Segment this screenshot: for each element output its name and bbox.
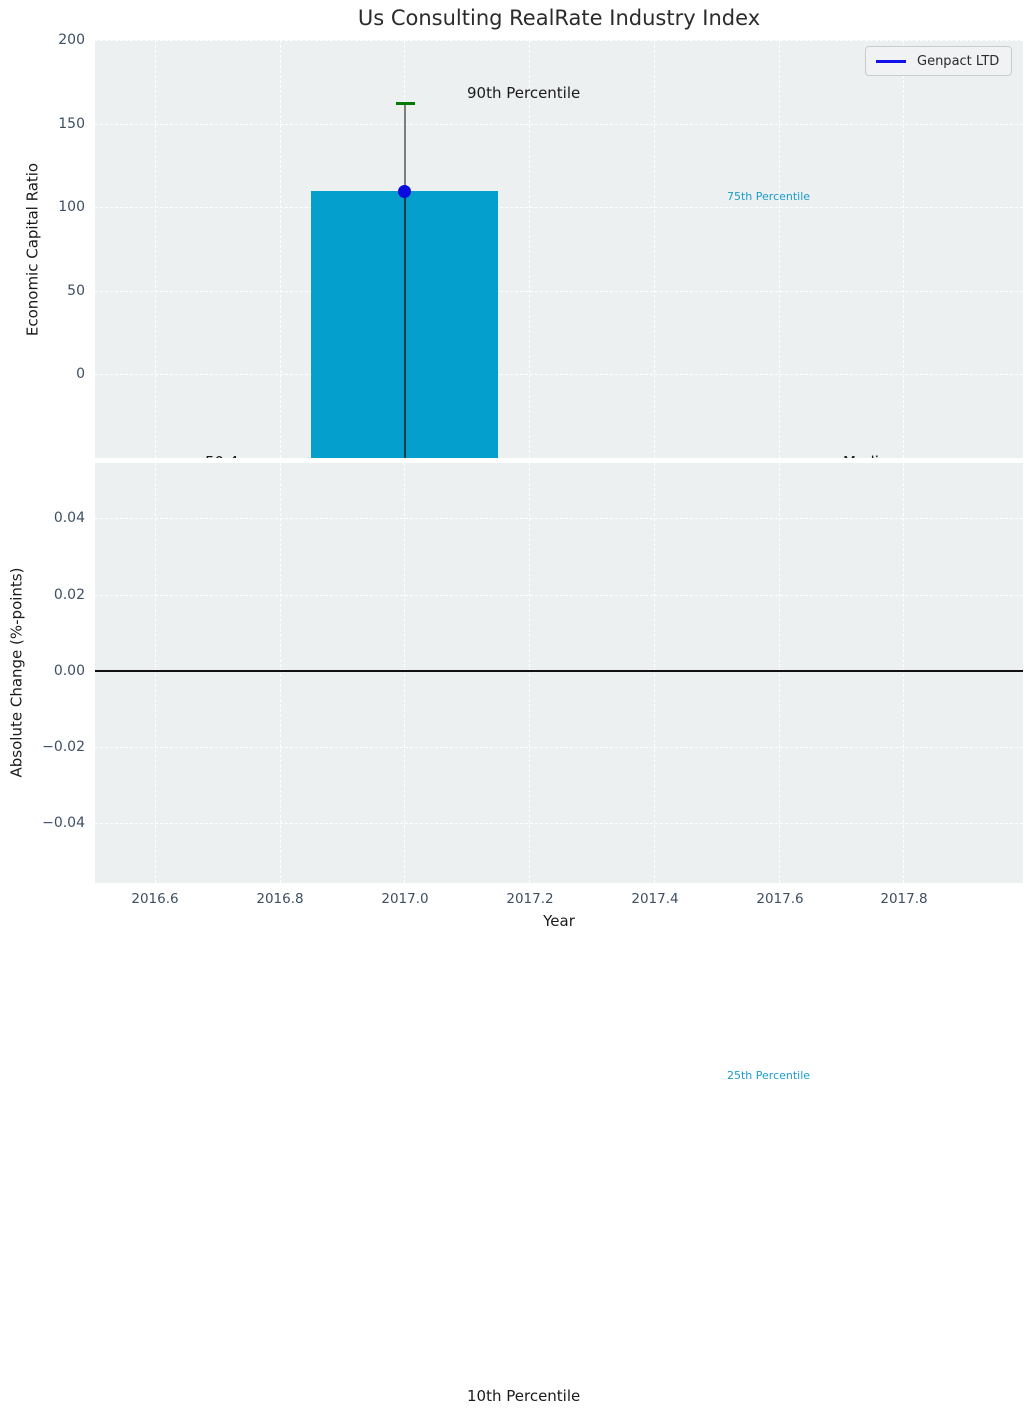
legend-line-icon	[876, 59, 906, 63]
gridline-v	[779, 40, 780, 458]
gridline-h	[95, 747, 1023, 748]
top-axes: 90th Percentile 75th Percentile Median 5…	[95, 40, 1023, 458]
annotation-75th-percentile: 75th Percentile	[727, 190, 811, 203]
y-tick: −0.02	[42, 739, 85, 755]
x-tick: 2016.6	[131, 891, 179, 907]
y-tick: 150	[58, 116, 85, 132]
gridline-v	[529, 40, 530, 458]
x-tick: 2017.8	[880, 891, 928, 907]
x-tick: 2017.2	[506, 891, 554, 907]
90th-percentile-cap	[396, 102, 415, 105]
gridline-v	[529, 463, 530, 883]
percentile-whisker-line-over-bar	[404, 191, 406, 458]
genpact-marker-icon	[398, 185, 411, 198]
y-axis-label-top: Economic Capital Ratio	[23, 162, 42, 337]
gridline-v	[654, 40, 655, 458]
gridline-v	[779, 463, 780, 883]
chart-title: Us Consulting RealRate Industry Index	[357, 6, 761, 30]
gridline-v	[155, 40, 156, 458]
zero-change-line	[95, 670, 1023, 672]
gridline-h	[95, 124, 1023, 125]
x-tick: 2017.4	[631, 891, 679, 907]
gridline-v	[654, 463, 655, 883]
gridline-h	[95, 40, 1023, 41]
x-tick: 2017.0	[381, 891, 429, 907]
y-tick: −0.04	[42, 815, 85, 831]
x-tick: 2017.6	[756, 891, 804, 907]
gridline-v	[280, 463, 281, 883]
annotation-median-clipped: Median	[843, 453, 898, 458]
gridline-h	[95, 207, 1023, 208]
gridline-v	[404, 463, 405, 883]
y-tick: 0.02	[53, 587, 85, 603]
gridline-h	[95, 518, 1023, 519]
annotation-25th-percentile: 25th Percentile	[727, 1069, 811, 1082]
legend-label: Genpact LTD	[917, 53, 1000, 69]
x-axis-label: Year	[543, 912, 575, 930]
y-tick: 200	[58, 32, 85, 48]
gridline-v	[280, 40, 281, 458]
y-tick: 50	[67, 283, 85, 299]
gridline-h	[95, 595, 1023, 596]
x-tick: 2016.8	[256, 891, 304, 907]
gridline-v	[903, 463, 904, 883]
y-axis-label-bottom: Absolute Change (%-points)	[7, 567, 26, 778]
y-tick: 0.04	[53, 510, 85, 526]
percentile-whisker-line	[404, 103, 406, 192]
gridline-h	[95, 823, 1023, 824]
gridline-h	[95, 374, 1023, 375]
annotation-value-clipped: 50.4	[205, 453, 238, 458]
bottom-axes	[95, 463, 1023, 883]
y-tick: 0	[76, 366, 85, 382]
annotation-90th-percentile: 90th Percentile	[467, 84, 581, 102]
y-tick: 0.00	[53, 663, 85, 679]
y-tick: 100	[58, 199, 85, 215]
gridline-v	[155, 463, 156, 883]
legend: Genpact LTD	[865, 46, 1012, 76]
gridline-v	[903, 40, 904, 458]
annotation-10th-percentile: 10th Percentile	[467, 1387, 581, 1405]
gridline-h	[95, 291, 1023, 292]
